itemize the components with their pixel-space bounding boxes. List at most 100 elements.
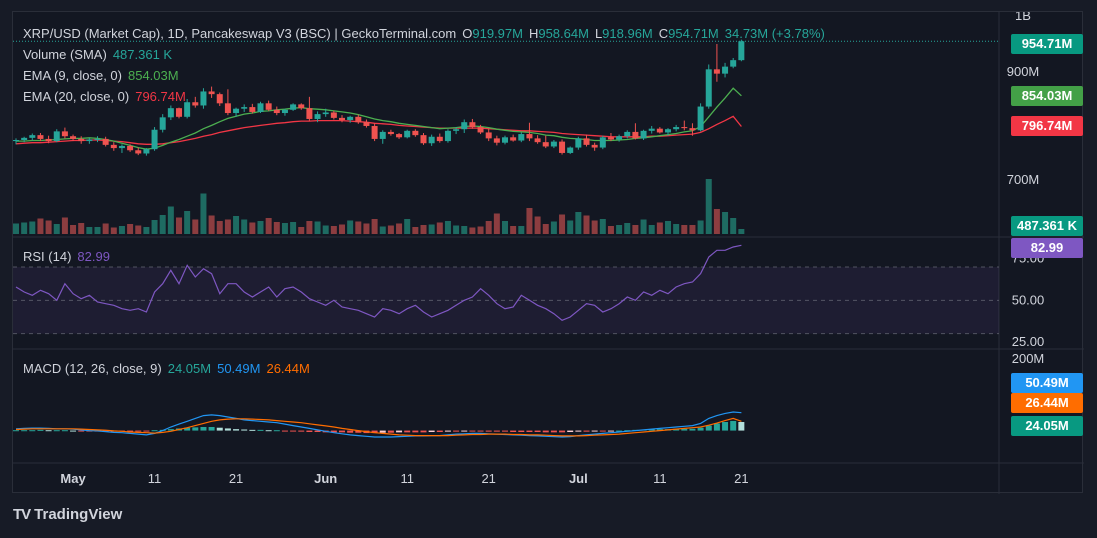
- candle-body: [502, 137, 508, 143]
- volume-bar: [78, 223, 85, 234]
- volume-bar: [656, 222, 663, 234]
- macd-badge: 50.49M: [1011, 373, 1083, 393]
- volume-bar: [29, 221, 36, 234]
- rsi-legend[interactable]: RSI (14) 82.99: [23, 249, 116, 264]
- candle-body: [322, 112, 329, 115]
- candle-body: [127, 145, 134, 151]
- candle-body: [559, 141, 566, 153]
- candle-body: [542, 142, 549, 147]
- candle-body: [599, 137, 606, 148]
- candle-body: [493, 138, 500, 143]
- candle-body: [94, 138, 101, 140]
- rsi-label: RSI (14): [23, 249, 72, 264]
- macd-hist-bar: [583, 430, 590, 432]
- candle-body: [689, 128, 696, 131]
- candle-body: [485, 132, 492, 139]
- volume-bar: [648, 225, 655, 234]
- candle-body: [665, 129, 671, 133]
- volume-bar: [681, 225, 688, 234]
- candle-body: [730, 60, 737, 67]
- volume-bar: [404, 219, 411, 234]
- candle-body: [607, 137, 614, 140]
- open-value: 919.97M: [472, 26, 523, 41]
- main-legend: XRP/USD (Market Cap), 1D, Pancakeswap V3…: [23, 26, 831, 41]
- candle-body: [298, 104, 305, 109]
- volume-bar: [518, 226, 525, 234]
- volume-bar: [485, 221, 492, 234]
- macd-hist-bar: [249, 429, 256, 431]
- macd-legend[interactable]: MACD (12, 26, close, 9) 24.05M 50.49M 26.44…: [23, 361, 316, 376]
- volume-bar: [371, 219, 378, 234]
- volume-bar: [412, 227, 419, 234]
- volume-bar: [339, 224, 345, 234]
- close-label: C: [658, 26, 669, 41]
- macd-axis-label: 200M: [1012, 351, 1045, 366]
- macd-hist-bar: [648, 429, 655, 431]
- volume-bar: [591, 220, 598, 234]
- symbol-title[interactable]: XRP/USD (Market Cap), 1D, Pancakeswap V3…: [23, 26, 457, 41]
- macd-hist-bar: [265, 430, 272, 432]
- macd-hist-bar: [192, 427, 199, 431]
- volume-bar: [396, 223, 403, 234]
- open-label: O: [462, 26, 473, 41]
- candle-body: [420, 135, 427, 144]
- candle-body: [526, 134, 533, 139]
- macd-hist-bar: [681, 428, 688, 431]
- candle-body: [151, 129, 158, 150]
- rsi-line: [15, 244, 742, 321]
- tradingview-logo[interactable]: TV TradingView: [13, 506, 122, 523]
- candle-body: [200, 91, 207, 106]
- macd-hist-bar: [526, 430, 533, 432]
- volume-bar: [45, 220, 52, 234]
- macd-hist-bar: [453, 430, 460, 432]
- candle-body: [143, 149, 150, 154]
- candle-body: [575, 138, 582, 148]
- macd-hist-bar: [78, 430, 85, 432]
- volume-bar: [632, 225, 639, 234]
- volume-bar: [127, 224, 134, 234]
- candle-body: [550, 141, 557, 147]
- volume-bar: [167, 206, 174, 234]
- volume-bar: [526, 208, 533, 234]
- volume-bar: [314, 221, 321, 234]
- ema20-legend[interactable]: EMA (20, close, 0) 796.74M: [23, 89, 192, 104]
- volume-legend[interactable]: Volume (SMA) 487.361 K: [23, 47, 178, 62]
- macd-hist-bar: [444, 430, 451, 432]
- macd-hist-bar: [339, 430, 345, 433]
- chart-frame: 1B 900M 700M 75.00 50.00 25.00 200M May 11 21 Jun 1…: [12, 11, 1084, 494]
- macd-hist-bar: [436, 430, 443, 432]
- candle-body: [281, 109, 288, 114]
- ema9-legend[interactable]: EMA (9, close, 0) 854.03M: [23, 68, 185, 83]
- macd-hist-bar: [591, 430, 598, 432]
- candle-body: [192, 102, 199, 106]
- volume-bar: [355, 221, 362, 234]
- volume-bar: [453, 225, 460, 234]
- macd-hist-bar: [45, 430, 52, 432]
- candle-body: [184, 102, 191, 117]
- macd-hist-value: 24.05M: [167, 361, 212, 376]
- candle-body: [339, 117, 345, 121]
- macd-hist-bar: [37, 429, 44, 431]
- candle-body: [624, 131, 631, 137]
- volume-bar: [542, 224, 549, 234]
- candle-body: [29, 135, 36, 138]
- candle-body: [330, 112, 337, 118]
- volume-bar: [94, 227, 101, 234]
- macd-hist-bar: [306, 430, 313, 432]
- candle-body: [208, 91, 215, 95]
- candle-body: [216, 94, 223, 104]
- candle-body: [135, 150, 142, 154]
- volume-bar: [713, 209, 720, 234]
- volume-bar: [534, 216, 541, 234]
- volume-bar: [298, 227, 305, 234]
- brand-name: TradingView: [34, 506, 123, 523]
- candle-body: [534, 138, 541, 143]
- macd-hist-bar: [485, 430, 492, 432]
- candle-body: [656, 128, 663, 133]
- time-axis-label: 11: [653, 471, 667, 486]
- candle-body: [738, 41, 745, 61]
- macd-hist-bar: [567, 430, 574, 432]
- volume-bar: [697, 220, 704, 234]
- rsi-band: [13, 267, 999, 334]
